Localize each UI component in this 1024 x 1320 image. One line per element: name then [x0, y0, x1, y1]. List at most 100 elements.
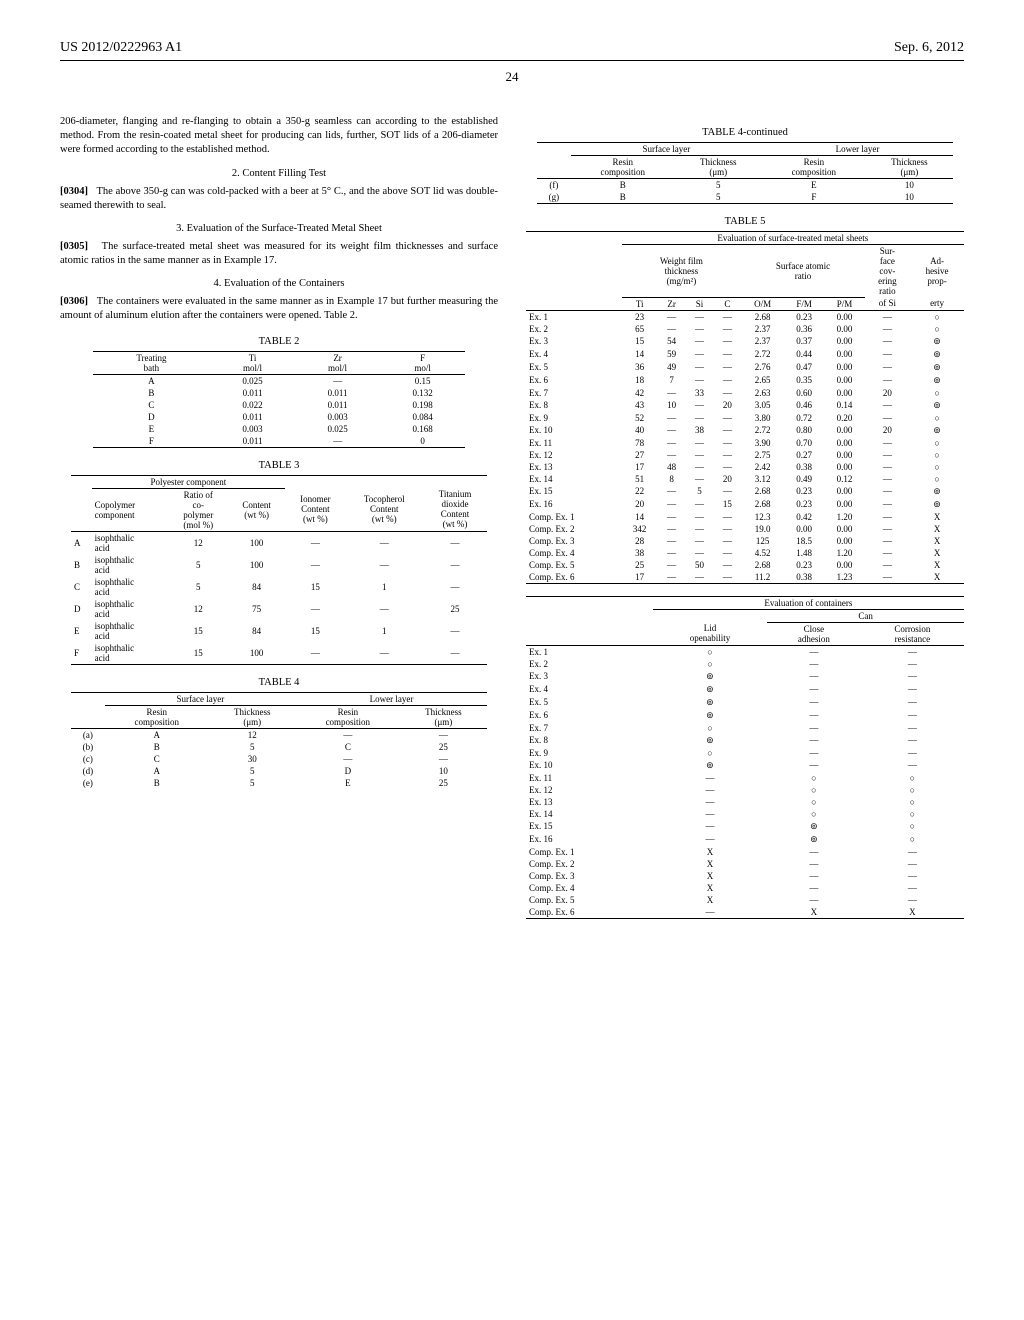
table-cell: 3.90	[741, 437, 784, 449]
table-cell: 3.12	[741, 473, 784, 485]
table-cell: 28	[622, 535, 658, 547]
table-cell: 0.011	[210, 387, 295, 399]
table-cell: 17	[622, 571, 658, 584]
t3-h2: Ratio ofco-polymer(mol %)	[169, 488, 229, 531]
table-cell: ○	[910, 310, 964, 323]
table-cell: —	[658, 498, 686, 511]
table-row: Comp. Ex. 328———12518.50.00—X	[526, 535, 964, 547]
table-cell: —	[767, 894, 860, 906]
table-cell: —	[865, 399, 910, 412]
paragraph-0305: [0305] The surface-treated metal sheet w…	[60, 240, 498, 268]
para-num: [0305]	[60, 241, 88, 252]
table-cell: 0.003	[295, 411, 380, 423]
table-cell: 18.5	[784, 535, 824, 547]
table-cell: 49	[658, 361, 686, 374]
table-cell: —	[295, 435, 380, 448]
table-cell: 0.00	[824, 485, 864, 498]
patent-number: US 2012/0222963 A1	[60, 40, 182, 56]
table-cell: 1	[346, 620, 424, 642]
table-4-continued: Surface layer Lower layer Resincompositi…	[537, 142, 953, 204]
t5-wft: Weight filmthickness(mg/m²)	[622, 245, 742, 298]
table-row: A0.025—0.15	[93, 374, 465, 387]
table-cell: 11.2	[741, 571, 784, 584]
table-row: Ex. 6⊚——	[526, 709, 964, 722]
table-cell: ⊚	[910, 374, 964, 387]
table-cell: —	[865, 412, 910, 424]
table-cell: D	[71, 598, 92, 620]
table-cell: X	[910, 511, 964, 523]
table-cell: Ex. 14	[526, 473, 622, 485]
table-cell: —	[686, 374, 714, 387]
table-row: (f)B5E10	[537, 179, 953, 192]
table-cell: Comp. Ex. 6	[526, 571, 622, 584]
table-cell: —	[295, 374, 380, 387]
table-cell: —	[686, 399, 714, 412]
table-cell: 22	[622, 485, 658, 498]
table-cell: X	[653, 882, 767, 894]
table-cell: (f)	[537, 179, 571, 192]
table-cell: —	[861, 759, 964, 772]
pub-date: Sep. 6, 2012	[894, 40, 964, 56]
table-cell: 48	[658, 461, 686, 473]
table-cell: 0.38	[784, 571, 824, 584]
table-cell: 0.011	[295, 387, 380, 399]
table-cell: 25	[400, 741, 487, 753]
table-cell: 0.022	[210, 399, 295, 411]
t4-h1: Resincomposition	[105, 705, 209, 728]
t5-subheader: erty	[910, 297, 964, 310]
table-cell: 38	[686, 424, 714, 437]
table-cell: —	[658, 449, 686, 461]
table-cell: (d)	[71, 765, 105, 777]
table-cell: ⊚	[653, 696, 767, 709]
table-cell: D	[93, 411, 210, 423]
table-row: Ex. 8⊚——	[526, 734, 964, 747]
table-cell: 0.132	[380, 387, 465, 399]
table-row: Ex. 31554——2.370.370.00—⊚	[526, 335, 964, 348]
table-cell: 5	[169, 576, 229, 598]
table-cell: (g)	[537, 191, 571, 204]
table-cell: B	[93, 387, 210, 399]
table-cell: 5	[169, 554, 229, 576]
table-cell: Ex. 9	[526, 412, 622, 424]
table-cell: Ex. 3	[526, 670, 653, 683]
t5-sar: Surface atomicratio	[741, 245, 864, 298]
table-cell: —	[861, 858, 964, 870]
table-cell: —	[653, 906, 767, 919]
table-cell: ○	[910, 412, 964, 424]
table-cell: —	[865, 559, 910, 571]
table-cell: —	[767, 670, 860, 683]
table-row: Ex. 4⊚——	[526, 683, 964, 696]
table-cell: —	[658, 547, 686, 559]
table-cell: Comp. Ex. 1	[526, 846, 653, 858]
para-text: The surface-treated metal sheet was meas…	[60, 241, 498, 266]
table-cell: 342	[622, 523, 658, 535]
table-cell: Comp. Ex. 3	[526, 870, 653, 882]
table-cell: 0.46	[784, 399, 824, 412]
table-cell: —	[865, 523, 910, 535]
table-cell: 0.36	[784, 323, 824, 335]
table-cell: 12	[169, 598, 229, 620]
table-cell: ○	[767, 808, 860, 820]
table-cell: 7	[658, 374, 686, 387]
t4c-h2: Thickness(μm)	[675, 156, 762, 179]
table-row: Ex. 1522—5—2.680.230.00—⊚	[526, 485, 964, 498]
table-cell: 1.20	[824, 547, 864, 559]
table-cell: 0.44	[784, 348, 824, 361]
table-cell: —	[865, 473, 910, 485]
table-cell: Ex. 5	[526, 696, 653, 709]
t5-top-span: Evaluation of surface-treated metal shee…	[622, 232, 964, 245]
table-cell: 20	[713, 399, 741, 412]
table-cell: Ex. 2	[526, 323, 622, 335]
table-cell: —	[686, 511, 714, 523]
table-cell: —	[865, 323, 910, 335]
t4-surface: Surface layer	[105, 692, 296, 705]
table-cell: 75	[228, 598, 285, 620]
table-cell: —	[686, 547, 714, 559]
table-cell: 100	[228, 642, 285, 665]
t2-h2: Zrmol/l	[295, 351, 380, 374]
table-cell: ⊚	[767, 833, 860, 846]
table-cell: ○	[653, 645, 767, 658]
table-3: Polyester component Copolymercomponent R…	[71, 475, 487, 665]
table-cell: 1.20	[824, 511, 864, 523]
table-cell: 50	[686, 559, 714, 571]
